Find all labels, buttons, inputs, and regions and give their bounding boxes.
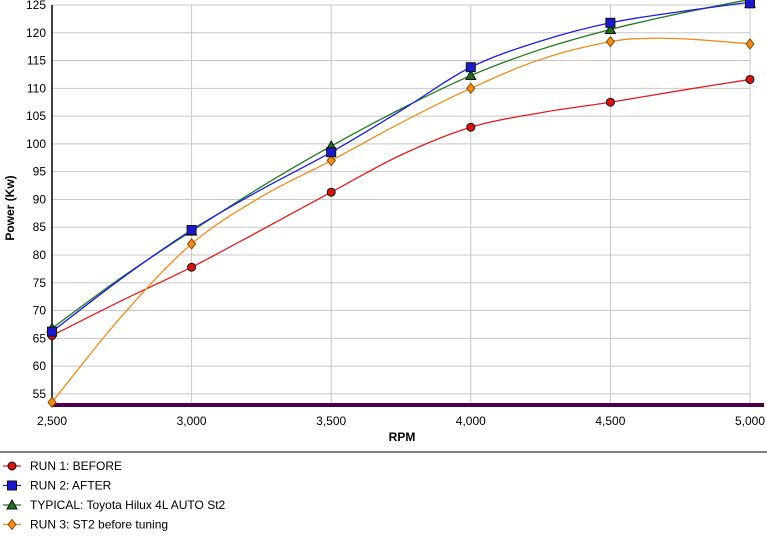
x-tick-label: 5,000 <box>735 414 765 428</box>
x-axis-title: RPM <box>389 430 416 444</box>
y-tick-label: 75 <box>33 276 47 290</box>
data-point-triangle <box>464 69 477 81</box>
legend-label: RUN 3: ST2 before tuning <box>30 518 168 532</box>
data-point-circle <box>466 122 476 132</box>
y-tick-label: 70 <box>33 304 47 318</box>
series-line-diamond <box>51 37 751 403</box>
series-line-circle <box>51 78 751 337</box>
y-tick-label: 105 <box>26 109 46 123</box>
data-point-diamond <box>326 154 336 167</box>
y-tick-label: 110 <box>27 81 46 95</box>
legend-label: RUN 2: AFTER <box>30 479 112 493</box>
data-point-circle <box>187 262 197 272</box>
y-tick-label: 60 <box>33 359 47 373</box>
y-tick-label: 125 <box>26 0 46 12</box>
legend-marker-triangle <box>6 498 18 510</box>
grid-lines <box>51 4 751 405</box>
data-point-diamond <box>605 35 616 48</box>
data-point-square <box>326 147 337 158</box>
y-tick-label: 85 <box>33 220 47 234</box>
data-point-square <box>47 326 57 337</box>
series-lines <box>51 0 751 403</box>
y-tick-label: 120 <box>26 26 46 40</box>
data-point-square <box>186 225 197 235</box>
legend-label: TYPICAL: Toyota Hilux 4L AUTO St2 <box>30 498 226 512</box>
series-markers <box>46 0 756 409</box>
data-point-diamond <box>186 238 197 250</box>
legend: RUN 1: BEFORE RUN 2: AFTER TYPICAL: Toyota… <box>3 459 226 532</box>
x-tick-label: 2,500 <box>37 414 67 428</box>
data-point-diamond <box>745 38 755 50</box>
data-point-triangle <box>604 23 617 34</box>
x-tick-label: 3,500 <box>316 414 346 428</box>
x-tick-label: 4,000 <box>456 414 486 428</box>
x-tick-label: 3,000 <box>177 414 207 428</box>
y-tick-label: 90 <box>33 192 47 206</box>
data-point-circle <box>745 74 755 84</box>
legend-label: RUN 1: BEFORE <box>30 459 122 473</box>
tick-labels: 55 60 65 70 75 80 85 90 95 100 105 110 115 120 125 2,50… <box>26 0 765 428</box>
y-tick-label: 80 <box>33 248 47 262</box>
series-line-square <box>51 1 751 333</box>
data-point-circle <box>326 187 336 197</box>
legend-marker-square <box>7 480 17 491</box>
y-tick-label: 100 <box>26 137 46 151</box>
data-point-square <box>465 62 476 73</box>
legend-marker-diamond <box>7 518 17 531</box>
legend-marker-circle <box>7 461 17 471</box>
data-point-diamond <box>47 396 57 409</box>
data-point-diamond <box>466 82 476 95</box>
y-axis-title: Power (Kw) <box>3 175 17 240</box>
data-point-square <box>605 17 616 28</box>
x-tick-label: 4,500 <box>595 414 625 428</box>
data-point-circle <box>605 97 615 107</box>
y-tick-label: 115 <box>27 54 46 68</box>
y-tick-label: 55 <box>33 387 47 401</box>
y-tick-label: 95 <box>33 165 47 179</box>
y-tick-label: 65 <box>33 331 47 345</box>
data-point-square <box>745 0 755 9</box>
